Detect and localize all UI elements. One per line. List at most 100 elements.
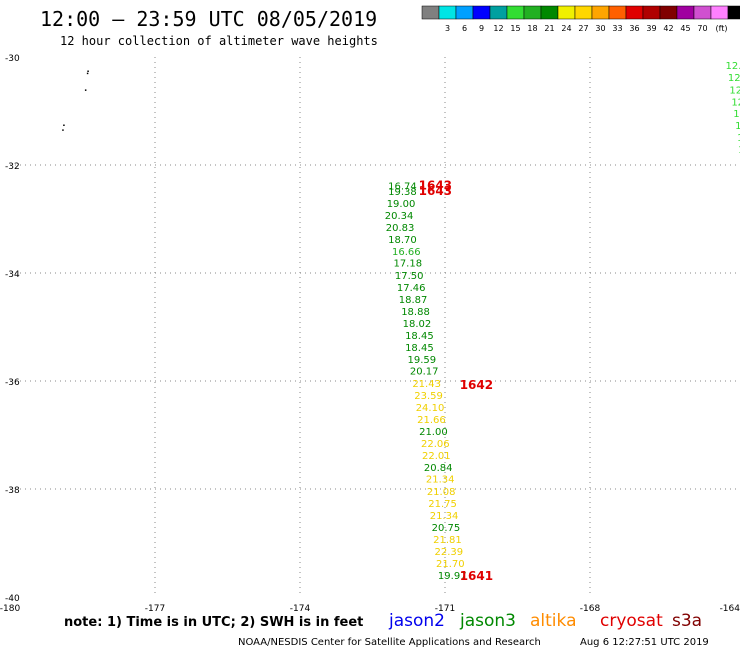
wave-height-label: 21.75 [428,499,457,510]
scale-label: 70 [697,24,707,33]
scale-swatch [506,5,525,20]
scale-label: 33 [612,24,622,33]
x-tick-label: -164 [720,604,740,614]
scale-swatch [710,5,729,20]
wave-height-label: 23.59 [414,391,443,402]
wave-height-label: 21.08 [427,487,456,498]
wave-height-label: 22.39 [435,547,464,558]
x-tick-label: -171 [435,604,455,614]
scale-label: 39 [646,24,656,33]
pass-time-label: 1641 [460,569,493,583]
scale-label: 6 [462,24,467,33]
wave-height-label: 14.79 [735,121,740,132]
plot-grid [10,57,740,597]
y-tick-label: -40 [5,594,20,604]
scale-swatch [693,5,712,20]
scale-label: 45 [680,24,690,33]
wave-height-label: 19.00 [387,199,416,210]
footer-timestamp: Aug 6 12:27:51 UTC 2019 [580,637,709,648]
wave-height-label: 12.35 [731,97,740,108]
scale-swatch [727,5,740,20]
wave-height-label: 21.70 [436,559,465,570]
scale-label: 12 [493,24,503,33]
wave-height-label: 18.70 [388,235,417,246]
scale-label: 3 [445,24,450,33]
scale-label: 27 [578,24,588,33]
scale-swatch [489,5,508,20]
wave-height-label: 19.38 [388,187,417,198]
y-tick-label: -36 [5,378,20,388]
wave-height-label: 16.66 [392,247,421,258]
island-dot [63,124,65,126]
wave-height-label: 21.34 [430,511,459,522]
wave-height-label: 12.73 [726,61,740,72]
island-dot [86,72,89,75]
scale-label: 21 [544,24,554,33]
scale-swatch [421,5,440,20]
wave-height-label: 17.46 [397,283,426,294]
satellite-name-s3a: s3a [672,611,702,631]
scale-swatch [472,5,491,20]
wave-height-label: 18.87 [399,295,428,306]
chart-subtitle: 12 hour collection of altimeter wave hei… [60,34,378,48]
satellite-name-cryosat: cryosat [600,611,663,631]
wave-height-label: 18.88 [401,307,430,318]
island-dot [87,70,89,72]
y-tick-label: -32 [5,162,20,172]
x-tick-label: -168 [580,604,601,614]
scale-swatch [540,5,559,20]
wave-height-label: 21.43 [412,379,441,390]
wave-height-label: 18.45 [405,331,434,342]
wave-height-label: 18.45 [405,343,434,354]
scale-label: 42 [663,24,673,33]
chart-title: 12:00 – 23:59 UTC 08/05/2019 [40,7,377,31]
wave-height-label: 16.74 [388,182,417,193]
satellite-legend: jason2 jason3 altika cryosat s3a [388,611,702,631]
island-dot [84,89,87,91]
scale-swatch [438,5,457,20]
satellite-name-altika: altika [530,611,577,631]
footer-note: note: 1) Time is in UTC; 2) SWH is in fe… [64,615,363,630]
satellite-name-jason3: jason3 [459,611,516,631]
scale-label: 18 [527,24,537,33]
wave-height-label: 18.02 [403,319,432,330]
scale-swatch [591,5,610,20]
wave-height-label: 14.17 [737,133,740,144]
wave-height-label: 22.01 [422,451,451,462]
wave-height-label: 20.84 [424,463,453,474]
y-tick-label: -38 [5,486,20,496]
wave-height-values: 16.7419.3819.0020.3420.8318.7016.6617.18… [385,61,740,582]
wave-height-label: 22.06 [421,439,450,450]
wave-height-label: 19.97 [438,571,467,582]
wave-height-label: 13.14 [733,109,740,120]
pass-time-label: 1643 [419,184,452,198]
scale-label: 30 [595,24,605,33]
wave-height-label: 21.34 [426,475,455,486]
wave-height-label: 12.78 [728,73,740,84]
scale-swatch [557,5,576,20]
wave-height-label: 17.18 [393,259,422,270]
wave-height-label: 14.10 [738,145,740,156]
scale-label: 9 [479,24,484,33]
scale-swatch [625,5,644,20]
x-tick-label: -177 [145,604,165,614]
wave-height-label: 21.66 [417,415,446,426]
island-dot [62,129,64,131]
scale-unit: (ft) [715,24,727,33]
wave-height-label: 17.50 [395,271,424,282]
color-scale-legend: 3 6 9 12 15 18 21 24 27 30 33 36 39 42 45 70 (ft) [421,5,740,33]
scale-swatch [642,5,661,20]
scale-swatch [574,5,593,20]
axis-tick-labels: -180 -177 -174 -171 -168 -164 -30 -32 -34 -36 -38 -… [0,54,740,614]
wave-height-label: 20.75 [432,523,461,534]
wave-height-label: 19.59 [407,355,436,366]
scale-label: 24 [561,24,571,33]
scale-swatch [676,5,695,20]
satellite-name-jason2: jason2 [388,611,445,631]
pass-time-label: 1643 [419,178,452,192]
wave-height-label: 21.00 [419,427,448,438]
wave-height-label: 24.10 [416,403,445,414]
y-tick-label: -30 [5,54,20,64]
